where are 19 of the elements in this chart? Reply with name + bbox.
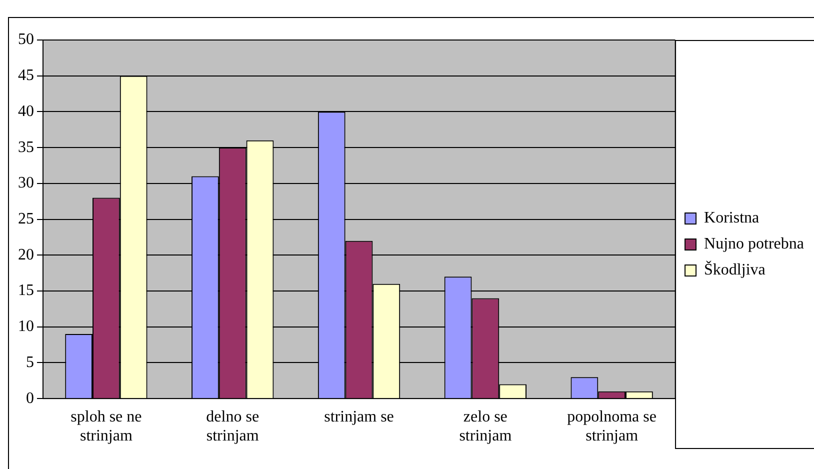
y-tick-label: 45 [18,67,34,84]
x-tick-label: popolnoma se strinjam [567,408,656,445]
y-tick-label: 30 [18,174,34,192]
legend-label: Nujno potrebna [704,236,804,253]
y-tick-label: 5 [26,354,34,371]
y-tick-label: 35 [18,138,34,156]
y-tick-label: 0 [26,390,34,407]
x-tick-label: sploh se ne strinjam [70,408,142,445]
y-tick-label: 15 [18,282,34,300]
legend-label: Škodljiva [704,260,766,279]
x-tick-label: strinjam se [324,408,394,426]
y-tick-label: 25 [18,210,34,228]
y-tick-label: 50 [18,31,34,48]
y-tick-label: 10 [18,318,34,336]
legend-label: Koristna [704,210,760,227]
y-tick-label: 20 [18,246,34,264]
x-tick-label: zelo se strinjam [459,408,512,445]
x-tick-label: delno se strinjam [206,408,260,445]
y-tick-label: 40 [18,102,34,120]
